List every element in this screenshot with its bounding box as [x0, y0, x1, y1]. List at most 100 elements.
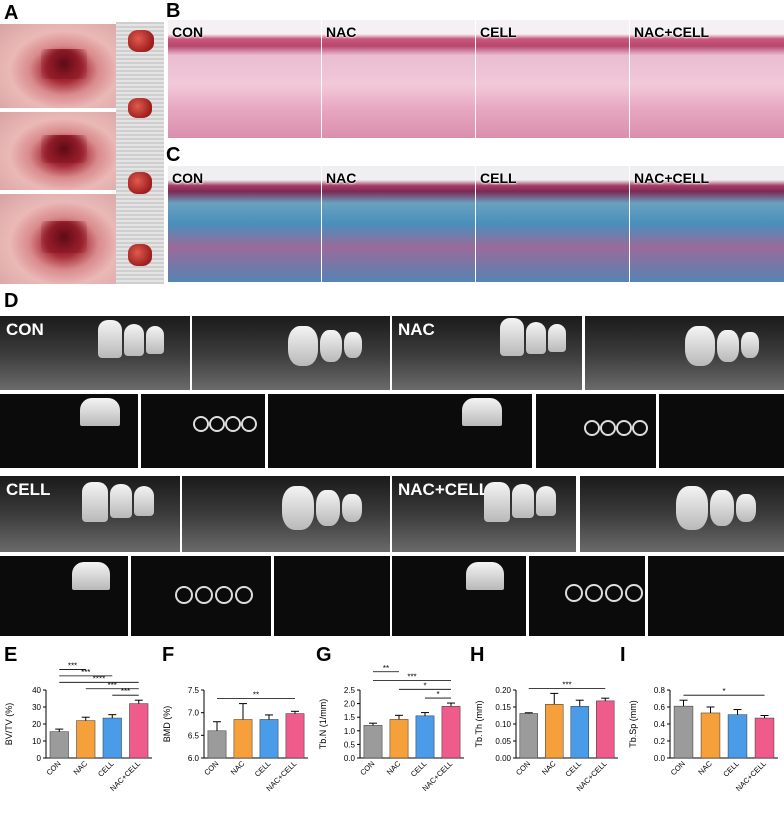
x-tick-label: CELL: [564, 759, 584, 779]
tooth-2: [526, 322, 546, 354]
root-2: [585, 584, 603, 602]
root-1: [193, 416, 209, 432]
x-tick-label: NAC: [229, 759, 247, 777]
y-tick-label: 0.6: [654, 703, 666, 712]
y-tick-label: 0.05: [495, 737, 511, 746]
y-tick-label: 0.4: [654, 720, 666, 729]
y-tick-label: 0.00: [495, 754, 511, 763]
significance-label: ***: [407, 673, 416, 682]
masson-stain-cell: CELL: [476, 166, 629, 282]
tooth-1: [98, 320, 122, 358]
y-tick-label: 7.5: [188, 686, 200, 695]
molar-3: [344, 332, 362, 358]
root-2: [209, 416, 225, 432]
bar-cell: [259, 719, 279, 759]
ct-label-nac: NAC: [398, 320, 435, 339]
ct-3d-lateral-nac: NAC: [392, 316, 582, 390]
he-stain-cell: CELL: [476, 20, 629, 138]
ct-axial-cell: [131, 556, 271, 636]
ct-axial-con: [141, 394, 265, 468]
y-tick-label: 0.20: [495, 686, 511, 695]
bar-con: [207, 730, 227, 759]
ct-3d-occlusal-nac: [585, 316, 784, 390]
ct-sagittal-nac-cell: [392, 556, 526, 636]
significance-label: *: [722, 687, 725, 696]
x-tick-label: NAC: [385, 759, 403, 777]
ct-coronal-con: [268, 394, 392, 468]
x-tick-label: CELL: [721, 759, 741, 779]
ct-label-nac-cell: NAC+CELL: [398, 480, 490, 499]
significance-label: ***: [562, 680, 571, 689]
root-1: [565, 584, 583, 602]
panel-letter-e: E: [4, 644, 18, 666]
ct-sagittal-con: [0, 394, 138, 468]
tooth-section: [80, 398, 120, 426]
x-tick-label: CON: [514, 759, 532, 777]
ct-3d-lateral-cell: CELL: [0, 476, 180, 552]
y-tick-label: 10: [32, 737, 41, 746]
bar-nac: [545, 704, 564, 759]
bar-nac: [700, 712, 721, 759]
bar-nac-cell: [596, 700, 615, 759]
y-tick-label: 0.2: [654, 737, 666, 746]
specimen-3: [128, 172, 152, 194]
molar-1: [288, 326, 318, 366]
x-tick-label: NAC: [696, 759, 714, 777]
masson-stain-nac-cell: NAC+CELL: [630, 166, 784, 282]
root-3: [616, 420, 632, 436]
y-tick-label: 2.0: [344, 700, 356, 709]
tooth-1: [500, 318, 524, 356]
significance-label: ***: [68, 661, 77, 670]
x-tick-label: CON: [45, 759, 63, 777]
masson-stain-nac: NAC: [322, 166, 475, 282]
bar-nac: [76, 720, 96, 759]
tooth-3: [134, 486, 154, 516]
ct-3d-lateral-con: CON: [0, 316, 190, 390]
specimen-2: [128, 98, 152, 118]
tooth-section: [462, 398, 502, 426]
root-4: [632, 420, 648, 436]
ct-3d-occlusal-nac-cell: [580, 476, 784, 552]
bar-cell: [415, 715, 435, 759]
y-tick-label: 6.0: [188, 754, 200, 763]
significance-label: ***: [108, 681, 117, 690]
x-tick-label: CON: [669, 759, 687, 777]
molar-1: [676, 486, 708, 530]
y-tick-label: 7.0: [188, 709, 200, 718]
masson-label-con: CON: [172, 170, 204, 186]
y-tick-label: 0.0: [654, 754, 666, 763]
y-tick-label: 30: [32, 703, 41, 712]
ct-axial-nac-cell: [529, 556, 645, 636]
surgery-photo-1: [0, 24, 116, 108]
y-tick-label: 0.5: [344, 740, 356, 749]
bar-con: [363, 725, 383, 759]
surgery-photo-3: [0, 194, 116, 284]
y-tick-label: 40: [32, 686, 41, 695]
he-label-nac: NAC: [326, 24, 357, 40]
panel-letter-b: B: [166, 0, 181, 22]
y-axis-label: Tb.Th (mm): [474, 701, 484, 748]
y-tick-label: 1.0: [344, 727, 356, 736]
molar-2: [316, 490, 340, 526]
root-3: [605, 584, 623, 602]
root-3: [215, 586, 233, 604]
bar-nac-cell: [754, 717, 775, 759]
y-tick-label: 0.8: [654, 686, 666, 695]
ct-coronal-cell: [274, 556, 390, 636]
root-2: [195, 586, 213, 604]
panel-letter-g: G: [316, 644, 332, 666]
ct-3d-occlusal-con: [192, 316, 390, 390]
panel-letter-a: A: [4, 2, 19, 24]
significance-label: ****: [93, 674, 105, 683]
tooth-2: [124, 324, 144, 356]
molar-2: [320, 330, 342, 362]
molar-3: [736, 494, 756, 522]
he-stain-nac-cell: NAC+CELL: [630, 20, 784, 138]
tooth-3: [146, 326, 164, 354]
y-axis-label: BMD (%): [162, 706, 172, 743]
masson-label-nac: NAC: [326, 170, 357, 186]
he-stain-con: CON: [168, 20, 321, 138]
x-tick-label: CELL: [409, 759, 429, 779]
